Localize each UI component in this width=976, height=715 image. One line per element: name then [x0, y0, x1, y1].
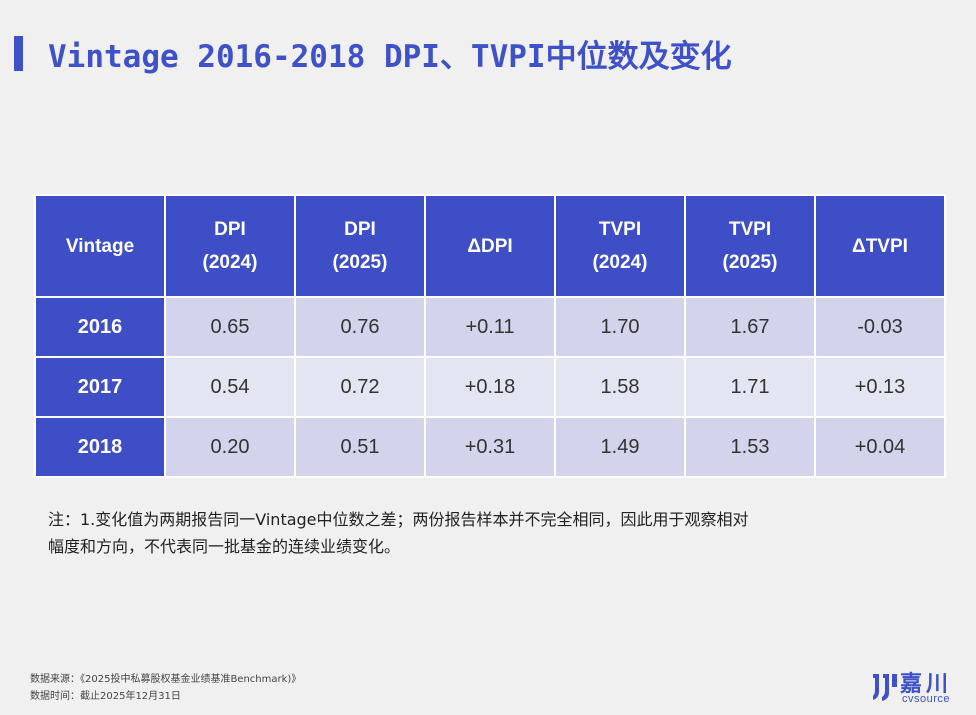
logo-english-text: cvsource [902, 693, 951, 705]
header-tvpi-2025: TVPI (2025) [684, 194, 816, 298]
header-delta-tvpi: ΔTVPI [814, 194, 946, 298]
dpi-2024-cell: 0.65 [164, 296, 296, 358]
vintage-cell: 2018 [34, 416, 166, 478]
tvpi-2025-cell: 1.53 [684, 416, 816, 478]
footnote-line: 幅度和方向，不代表同一批基金的连续业绩变化。 [48, 537, 401, 556]
tvpi-2024-cell: 1.58 [554, 356, 686, 418]
tvpi-2025-cell: 1.67 [684, 296, 816, 358]
dpi-2025-cell: 0.76 [294, 296, 426, 358]
delta-dpi-cell: +0.11 [424, 296, 556, 358]
date-line: 数据时间：截止2025年12月31日 [30, 691, 181, 702]
tvpi-2024-cell: 1.49 [554, 416, 686, 478]
delta-dpi-cell: +0.31 [424, 416, 556, 478]
tvpi-2025-cell: 1.71 [684, 356, 816, 418]
header-tvpi-2024: TVPI (2024) [554, 194, 686, 298]
footnote-line: 注：1.变化值为两期报告同一Vintage中位数之差；两份报告样本并不完全相同，… [48, 510, 749, 529]
delta-tvpi-cell: +0.04 [814, 416, 946, 478]
logo-mark-icon [873, 674, 897, 701]
table-row: 2018 0.20 0.51 +0.31 1.49 1.53 +0.04 [34, 416, 946, 478]
delta-dpi-cell: +0.18 [424, 356, 556, 418]
vintage-cell: 2017 [34, 356, 166, 418]
table-header-row: Vintage DPI (2024) DPI (2025) ΔDPI TVPI (20… [34, 194, 946, 298]
data-source: 数据来源：《2025投中私募股权基金业绩基准Benchmark)》 数据时间：截… [30, 671, 301, 705]
data-table-container: Vintage DPI (2024) DPI (2025) ΔDPI TVPI (20… [34, 194, 946, 478]
tvpi-2024-cell: 1.70 [554, 296, 686, 358]
dpi-2024-cell: 0.20 [164, 416, 296, 478]
brand-logo: 嘉川 cvsource [870, 668, 966, 708]
footnote: 注：1.变化值为两期报告同一Vintage中位数之差；两份报告样本并不完全相同，… [48, 506, 948, 560]
logo-chinese-text: 嘉川 [900, 672, 953, 697]
header-dpi-2025: DPI (2025) [294, 194, 426, 298]
delta-tvpi-cell: -0.03 [814, 296, 946, 358]
dpi-tvpi-table: Vintage DPI (2024) DPI (2025) ΔDPI TVPI (20… [34, 194, 946, 478]
vintage-cell: 2016 [34, 296, 166, 358]
header-dpi-2024: DPI (2024) [164, 194, 296, 298]
dpi-2024-cell: 0.54 [164, 356, 296, 418]
header-delta-dpi: ΔDPI [424, 194, 556, 298]
table-row: 2017 0.54 0.72 +0.18 1.58 1.71 +0.13 [34, 356, 946, 418]
title-accent-bar [14, 36, 23, 71]
dpi-2025-cell: 0.51 [294, 416, 426, 478]
delta-tvpi-cell: +0.13 [814, 356, 946, 418]
source-line: 数据来源：《2025投中私募股权基金业绩基准Benchmark)》 [30, 674, 302, 685]
header-vintage: Vintage [34, 194, 166, 298]
table-row: 2016 0.65 0.76 +0.11 1.70 1.67 -0.03 [34, 296, 946, 358]
dpi-2025-cell: 0.72 [294, 356, 426, 418]
page-title: Vintage 2016-2018 DPI、TVPI中位数及变化 [48, 39, 732, 75]
